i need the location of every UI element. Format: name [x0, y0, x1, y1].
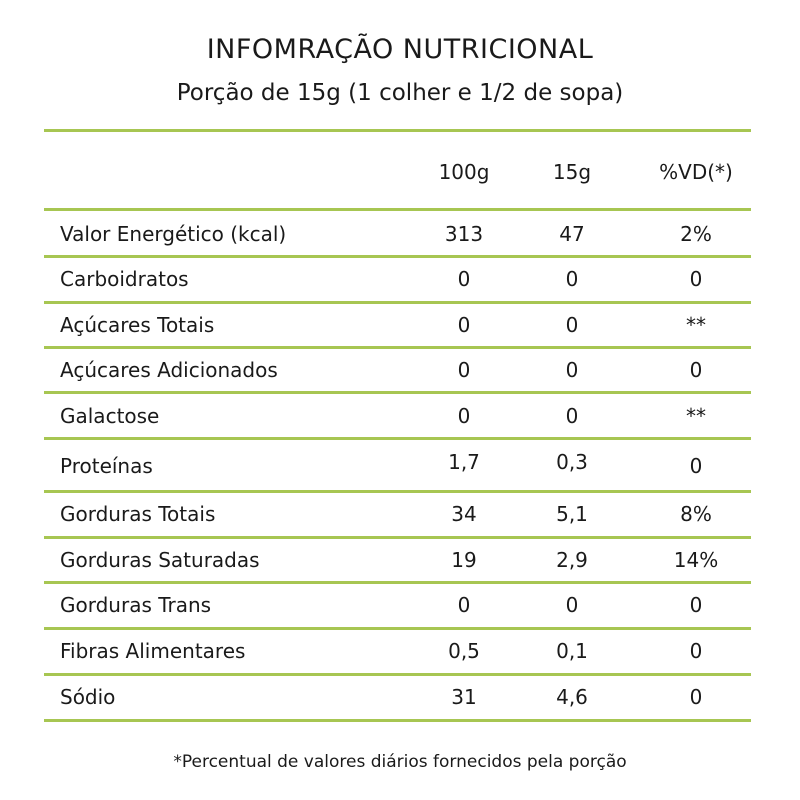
value-15g: 5,1 — [556, 502, 588, 526]
value-15g: 0 — [565, 358, 579, 382]
nutrient-label: Proteínas — [60, 454, 153, 478]
divider — [44, 255, 751, 258]
column-header-100g: 100g — [438, 160, 490, 184]
value-vd: 0 — [689, 685, 703, 709]
nutrient-label: Gorduras Trans — [60, 593, 212, 617]
nutrient-label: Gorduras Saturadas — [60, 548, 260, 572]
divider — [44, 129, 751, 132]
value-15g: 2,9 — [556, 548, 588, 572]
nutrient-label: Valor Energético (kcal) — [60, 222, 287, 246]
nutrient-label: Galactose — [60, 404, 160, 428]
nutrient-label: Açúcares Totais — [60, 313, 215, 337]
divider — [44, 581, 751, 584]
divider — [44, 346, 751, 349]
divider — [44, 301, 751, 304]
value-100g: 313 — [444, 222, 484, 246]
value-vd: 0 — [689, 267, 703, 291]
column-header-15g: 15g — [552, 160, 592, 184]
value-15g: 47 — [559, 222, 585, 246]
value-15g: 4,6 — [556, 685, 588, 709]
value-100g: 0 — [457, 267, 471, 291]
value-15g: 0 — [565, 267, 579, 291]
table-row: Gorduras Trans 0 0 0 — [44, 585, 751, 625]
value-vd: 0 — [689, 358, 703, 382]
nutrient-label: Carboidratos — [60, 267, 189, 291]
table-row: Galactose 0 0 ** — [44, 396, 751, 436]
value-100g: 0 — [457, 593, 471, 617]
divider — [44, 719, 751, 722]
value-vd: 8% — [680, 502, 712, 526]
value-15g: 0,1 — [556, 639, 588, 663]
value-15g: 0 — [565, 313, 579, 337]
nutrient-label: Gorduras Totais — [60, 502, 216, 526]
column-header-vd: %VD(*) — [659, 160, 733, 184]
table-row: Açúcares Totais 0 0 ** — [44, 305, 751, 345]
value-100g: 0,5 — [448, 639, 480, 663]
divider — [44, 536, 751, 539]
value-vd: ** — [686, 313, 706, 337]
divider — [44, 673, 751, 676]
divider — [44, 490, 751, 493]
nutrient-label: Fibras Alimentares — [60, 639, 246, 663]
value-vd: 14% — [673, 548, 719, 572]
table-row: Gorduras Saturadas 19 2,9 14% — [44, 540, 751, 580]
value-vd: 0 — [689, 454, 703, 478]
value-100g: 19 — [451, 548, 477, 572]
divider — [44, 437, 751, 440]
divider — [44, 627, 751, 630]
nutrient-label: Açúcares Adicionados — [60, 358, 278, 382]
table-row: Proteínas 1,7 0,3 0 — [44, 446, 751, 486]
table-header-row: 100g 15g %VD(*) — [44, 152, 751, 192]
divider — [44, 391, 751, 394]
table-row: Açúcares Adicionados 0 0 0 — [44, 350, 751, 390]
value-15g: 0 — [565, 404, 579, 428]
table-row: Gorduras Totais 34 5,1 8% — [44, 494, 751, 534]
serving-size: Porção de 15g (1 colher e 1/2 de sopa) — [176, 80, 624, 106]
nutrient-label: Sódio — [60, 685, 116, 709]
value-vd: 0 — [689, 639, 703, 663]
table-row: Sódio 31 4,6 0 — [44, 677, 751, 717]
value-vd: 0 — [689, 593, 703, 617]
table-row: Fibras Alimentares 0,5 0,1 0 — [44, 631, 751, 671]
table-row: Carboidratos 0 0 0 — [44, 259, 751, 299]
value-15g: 0 — [565, 593, 579, 617]
page-title: INFOMRAÇÃO NUTRICIONAL — [206, 34, 594, 65]
value-100g: 0 — [457, 404, 471, 428]
value-100g: 0 — [457, 313, 471, 337]
table-row: Valor Energético (kcal) 313 47 2% — [44, 214, 751, 254]
value-100g: 34 — [451, 502, 477, 526]
footnote: *Percentual de valores diários fornecido… — [173, 752, 627, 772]
value-15g: 0,3 — [556, 450, 588, 474]
value-vd: 2% — [680, 222, 712, 246]
value-100g: 31 — [451, 685, 477, 709]
value-100g: 0 — [457, 358, 471, 382]
value-vd: ** — [686, 404, 706, 428]
value-100g: 1,7 — [448, 450, 480, 474]
divider — [44, 208, 751, 211]
